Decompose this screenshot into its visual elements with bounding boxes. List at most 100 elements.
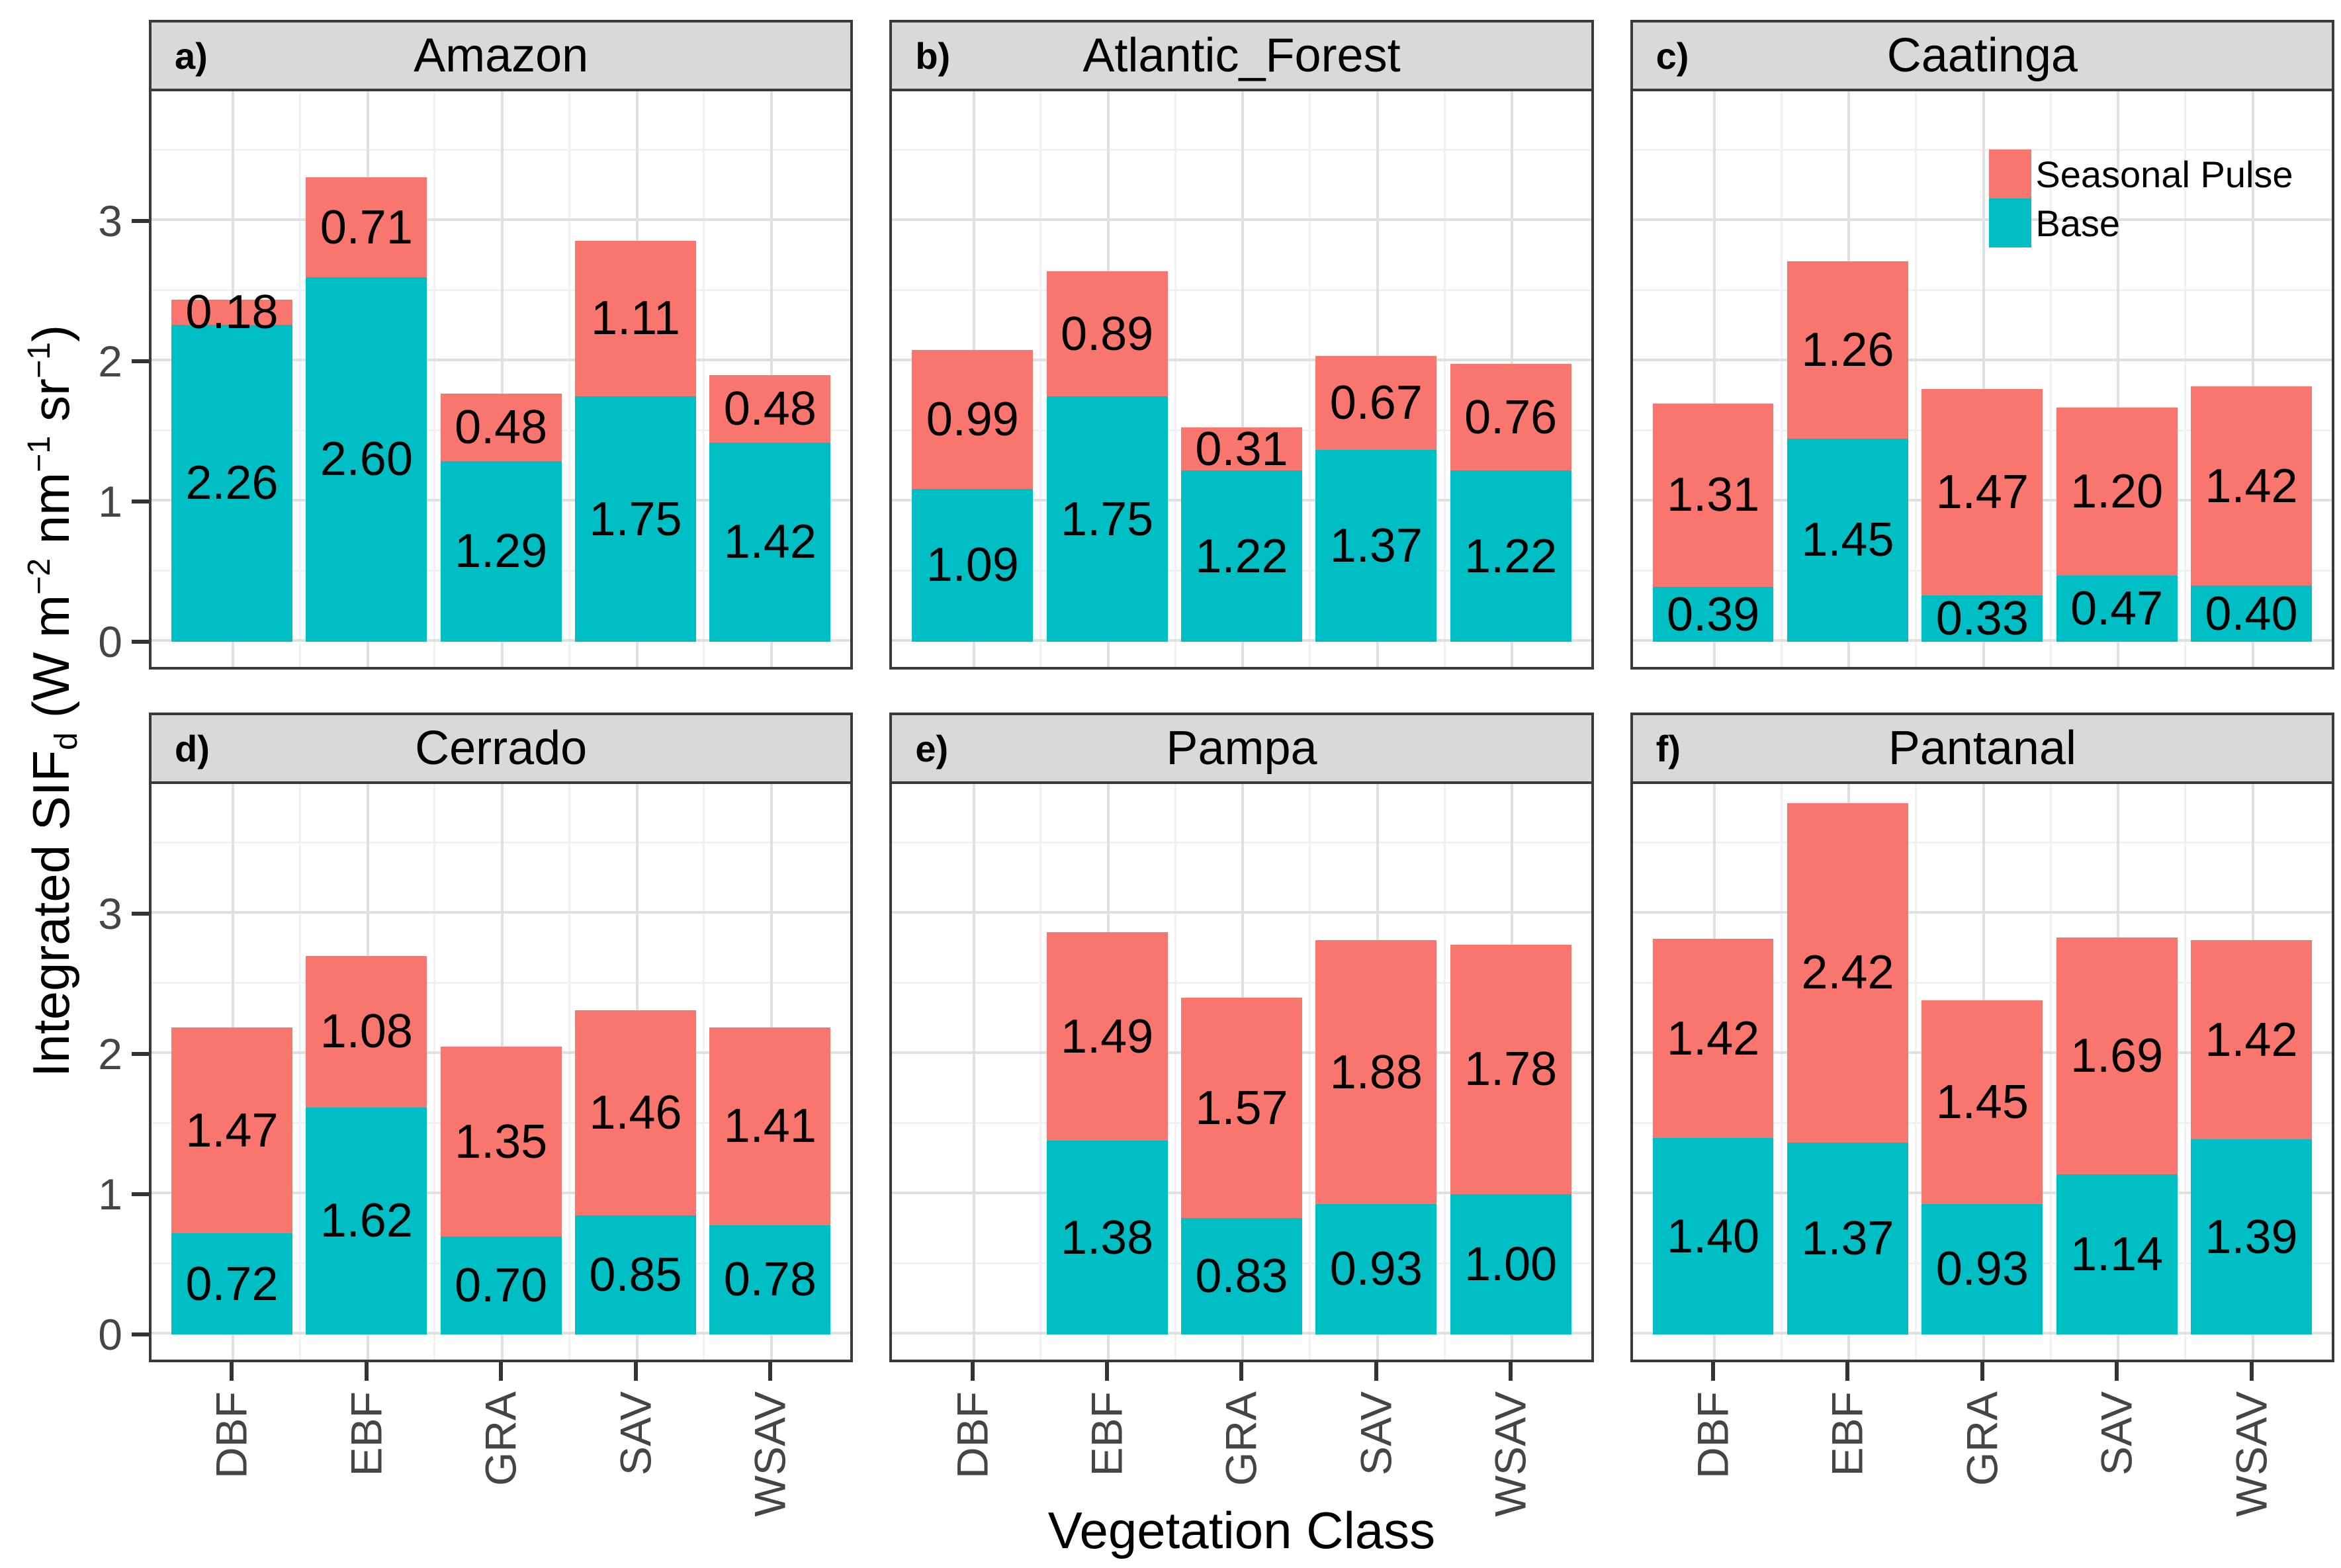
base-value-label: 1.22 [1464,529,1558,583]
base-value-label: 1.09 [926,539,1019,592]
seasonal-pulse-value-label: 1.11 [591,292,680,345]
facet-plot-amazon: 2.26 0.18 2.60 0.71 1.29 0.48 1.75 1.11 1.42 0.48… [98,91,854,670]
facet-tag: b) [915,34,951,77]
base-value-label: 1.37 [1801,1211,1894,1265]
seasonal-pulse-value-label: 0.48 [723,382,817,436]
base-value-label: 0.47 [2070,582,2164,636]
bar-caatinga-wsav: 0.40 1.42 [2191,386,2312,642]
x-tick-mark [364,1362,369,1381]
bar-pantanal-gra: 0.93 1.45 [1921,1000,2043,1334]
bar-pampa-ebf: 1.38 1.49 [1046,932,1168,1334]
base-value-label: 2.26 [185,457,279,510]
facet-cerrado: d) Cerrado 0.72 1.47 1.62 1.08 0.70 1.35 0.85 1.4… [98,713,854,1516]
base-value-label: 1.29 [455,525,548,578]
legend-key-swatch [1989,150,2032,198]
facet-tag: f) [1656,727,1681,769]
x-tick-mark [1239,1362,1244,1381]
x-tick-mark [633,1362,638,1381]
seasonal-pulse-value-label: 1.20 [2070,465,2164,519]
seasonal-pulse-value-label: 0.89 [1061,307,1154,361]
base-segment [2056,576,2178,642]
gridline-minor-v [2184,784,2186,1360]
facet-tag: d) [175,727,210,769]
base-value-label: 0.78 [723,1253,817,1307]
seasonal-pulse-segment [1787,803,1908,1143]
facet-tag: c) [1656,34,1689,77]
base-segment [1921,595,2043,642]
seasonal-pulse-segment [1787,261,1908,439]
bar-atlantic-forest-gra: 1.22 0.31 [1181,425,1302,642]
base-segment [575,1215,696,1334]
y-tick-label: 1 [98,1170,122,1219]
seasonal-pulse-segment [1450,944,1571,1194]
seasonal-pulse-segment [1181,998,1302,1219]
seasonal-pulse-value-label: 2.42 [1801,946,1894,1000]
gridline-minor-v [299,91,302,667]
facet-amazon: a) Amazon 2.26 0.18 2.60 0.71 1.29 0.48 1.75 1.11… [98,20,854,670]
bar-pampa-sav: 0.93 1.88 [1315,940,1437,1334]
seasonal-pulse-value-label: 1.26 [1801,324,1894,377]
facet-plot-pampa: 1.38 1.49 0.83 1.57 0.93 1.88 1.00 1.78 DBF EBF GR… [889,784,1594,1516]
y-tick-label: 3 [98,889,122,938]
seasonal-pulse-value-label: 1.31 [1667,468,1760,522]
seasonal-pulse-value-label: 1.45 [1935,1076,2029,1129]
bar-pantanal-wsav: 1.39 1.42 [2191,940,2312,1334]
facet-plot-caatinga: 0.39 1.31 1.45 1.26 0.33 1.47 0.47 1.20 0.40 1.42… [1630,91,2334,670]
y-tick-label: 2 [98,1029,122,1078]
base-value-label: 1.75 [1061,492,1154,546]
y-axis-title-segment: −1 [21,436,58,473]
gridline-major-v [1713,91,1716,667]
x-tick-label-dbf: DBF [948,1391,997,1479]
base-value-label: 0.72 [185,1257,279,1311]
gridline-minor-v [568,784,570,1360]
seasonal-pulse-value-label: 1.88 [1329,1045,1423,1099]
y-axis-title-segment: Integrated SIF [22,750,81,1078]
gridline-minor-v [568,91,570,667]
base-segment [1046,1141,1168,1334]
bar-pampa-wsav: 1.00 1.78 [1450,944,1571,1334]
seasonal-pulse-segment [575,1010,696,1215]
seasonal-pulse-value-label: 1.69 [2070,1029,2164,1083]
base-segment [2191,586,2312,642]
bar-pantanal-ebf: 1.37 2.42 [1787,803,1908,1334]
base-value-label: 1.37 [1329,519,1423,572]
y-tick-mark [132,219,149,223]
gridline-minor-v [1915,784,1918,1360]
base-value-label: 1.42 [723,515,817,569]
seasonal-pulse-value-label: 1.42 [2205,1013,2298,1067]
seasonal-pulse-segment [912,350,1034,489]
facet-atlantic-forest: b) Atlantic_Forest 1.09 0.99 1.75 0.89 1.22 0.3… [889,20,1594,670]
x-tick-label-sav: SAV [611,1391,660,1476]
y-tick-mark [132,500,149,503]
seasonal-pulse-value-label: 0.76 [1464,390,1558,444]
gridline-major-v [2251,91,2254,667]
base-value-label: 1.62 [320,1194,413,1248]
x-tick-mark [768,1362,772,1381]
x-tick-mark [1509,1362,1513,1381]
facet-pantanal: f) Pantanal 1.40 1.42 1.37 2.42 0.93 1.45 1.14 1.… [1630,713,2334,1516]
gridline-minor-v [703,91,705,667]
facet-pampa: e) Pampa 1.38 1.49 0.83 1.57 0.93 1.88 1.00 1.78 D… [889,713,1594,1516]
seasonal-pulse-segment [1450,364,1571,471]
base-segment [1315,1203,1437,1334]
seasonal-pulse-segment [1046,932,1168,1141]
seasonal-pulse-value-label: 1.47 [185,1104,279,1157]
seasonal-pulse-segment [1181,427,1302,471]
x-tick-label-gra: GRA [476,1391,525,1487]
seasonal-pulse-segment [2191,940,2312,1140]
base-value-label: 1.38 [1061,1211,1154,1264]
legend-item-label: Base [2035,202,2121,244]
bar-atlantic-forest-wsav: 1.22 0.76 [1450,364,1571,642]
seasonal-pulse-value-label: 1.47 [1935,466,2029,519]
base-value-label: 0.33 [1935,592,2029,646]
base-segment [1181,1218,1302,1334]
base-segment [1450,470,1571,642]
gridline-minor-v [433,784,436,1360]
facet-title: Pantanal [1888,722,2076,775]
x-tick-mark [1105,1362,1110,1381]
base-segment [306,1107,427,1334]
x-tick-label-wsav: WSAV [745,1391,795,1517]
seasonal-pulse-segment [306,177,427,277]
gridline-major-v [2117,91,2120,667]
base-segment [2056,1174,2178,1334]
